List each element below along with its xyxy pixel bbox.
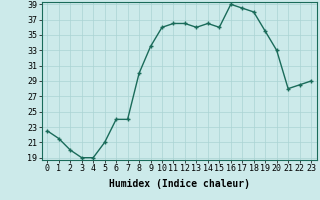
X-axis label: Humidex (Indice chaleur): Humidex (Indice chaleur) — [109, 179, 250, 189]
